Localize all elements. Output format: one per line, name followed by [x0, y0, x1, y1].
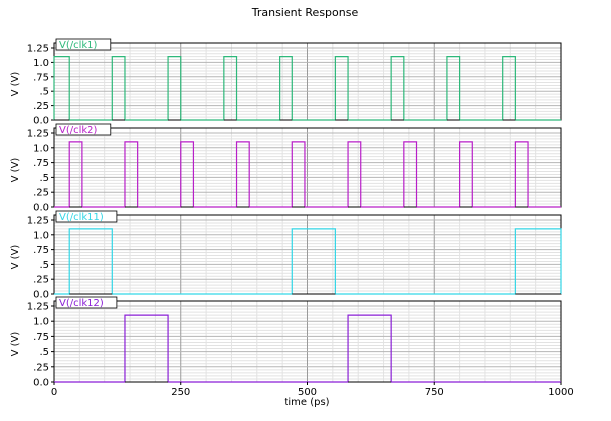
y-tick-label: .5 — [39, 173, 49, 184]
y-tick-label: .5 — [39, 87, 49, 98]
y-tick-label: .25 — [33, 101, 49, 112]
legend-label: V(/clk2) — [59, 125, 98, 136]
x-tick-label: 0 — [51, 387, 57, 398]
legend-label: V(/clk11) — [59, 212, 104, 223]
y-tick-label: 1.0 — [33, 58, 49, 69]
series-line — [54, 314, 561, 383]
y-axis-label: V (V) — [10, 245, 21, 270]
y-tick-label: 1.0 — [33, 230, 49, 241]
y-tick-label: .25 — [33, 275, 49, 286]
panels-group: 0.0 .25 .5 .75 1.0 1.25 V (V) V(/clk1) 0.0 .25 .5.… — [10, 38, 562, 389]
legend-tab — [55, 38, 112, 51]
x-tick-label: 250 — [171, 387, 190, 398]
y-tick-label: 0.0 — [33, 378, 49, 389]
y-tick-label: .25 — [33, 188, 49, 199]
legend-entry: V(/clk11) — [55, 210, 118, 223]
x-axis: 0 250 500 750 1000 — [51, 382, 574, 398]
y-tick-label: 0.0 — [33, 116, 49, 127]
y-tick-label: 0.0 — [33, 290, 49, 301]
legend-entry: V(/clk12) — [55, 296, 118, 309]
y-tick-label: 1.25 — [27, 302, 49, 313]
y-tick-label: 1.25 — [27, 129, 49, 140]
y-tick-label: 1.25 — [27, 44, 49, 55]
chart-title: Transient Response — [251, 6, 359, 19]
legend-label: V(/clk12) — [59, 298, 104, 309]
legend-entry: V(/clk2) — [55, 123, 112, 136]
series-line — [53, 56, 561, 121]
legend-label: V(/clk1) — [59, 40, 98, 51]
y-axis-label: V (V) — [10, 332, 21, 357]
y-tick-label: .75 — [33, 245, 49, 256]
y-tick-label: .5 — [39, 260, 49, 271]
y-axis-label: V (V) — [10, 158, 21, 183]
series-line — [54, 141, 561, 208]
legend-entry: V(/clk1) — [55, 38, 112, 51]
y-tick-label: 1.0 — [33, 317, 49, 328]
y-tick-label: .75 — [33, 158, 49, 169]
y-tick-label: .75 — [33, 72, 49, 83]
y-tick-label: .75 — [33, 332, 49, 343]
y-tick-label: 1.0 — [33, 143, 49, 154]
x-tick-label: 1000 — [548, 387, 573, 398]
panel-2: 0.0 .25 .5 .75 1.0 1.25 V (V) V(/clk2) — [10, 123, 562, 214]
panel-3: 0.0 .25 .5 .75 1.0 1.25 V (V) V(/clk11) — [10, 210, 562, 301]
series-line — [54, 228, 562, 295]
x-tick-label: 500 — [298, 387, 317, 398]
y-axis-label: V (V) — [10, 72, 21, 97]
legend-tab — [55, 123, 112, 136]
panel-4: 0.0 .25 .5 .75 1.0 1.25 V (V) V(/clk12) — [10, 296, 562, 389]
x-axis-label: time (ps) — [284, 397, 329, 408]
legend-tab — [55, 296, 118, 309]
panel-1: 0.0 .25 .5 .75 1.0 1.25 V (V) V(/clk1) — [10, 38, 562, 127]
x-tick-label: 750 — [425, 387, 444, 398]
legend-tab — [55, 210, 118, 223]
y-tick-label: 1.25 — [27, 216, 49, 227]
y-tick-label: .5 — [39, 347, 49, 358]
y-tick-label: .25 — [33, 362, 49, 373]
y-tick-label: 0.0 — [33, 203, 49, 214]
